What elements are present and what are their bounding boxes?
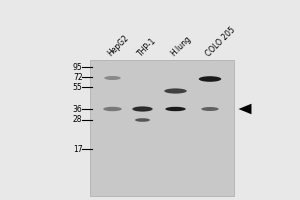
Text: THP-1: THP-1 bbox=[136, 36, 158, 58]
Ellipse shape bbox=[135, 118, 150, 122]
Text: 17: 17 bbox=[73, 144, 82, 154]
Text: COLO 205: COLO 205 bbox=[204, 25, 237, 58]
Ellipse shape bbox=[199, 76, 221, 82]
Text: 36: 36 bbox=[73, 105, 82, 114]
Text: HepG2: HepG2 bbox=[106, 33, 131, 58]
Ellipse shape bbox=[132, 106, 153, 112]
Text: 28: 28 bbox=[73, 116, 82, 124]
Ellipse shape bbox=[201, 107, 219, 111]
Ellipse shape bbox=[104, 76, 121, 80]
Ellipse shape bbox=[165, 107, 186, 111]
Ellipse shape bbox=[164, 88, 187, 94]
Text: 95: 95 bbox=[73, 62, 82, 72]
FancyBboxPatch shape bbox=[90, 60, 234, 196]
Polygon shape bbox=[238, 104, 251, 114]
Text: 72: 72 bbox=[73, 72, 82, 82]
Ellipse shape bbox=[103, 107, 122, 111]
Text: H.lung: H.lung bbox=[169, 34, 193, 58]
Text: 55: 55 bbox=[73, 83, 82, 92]
